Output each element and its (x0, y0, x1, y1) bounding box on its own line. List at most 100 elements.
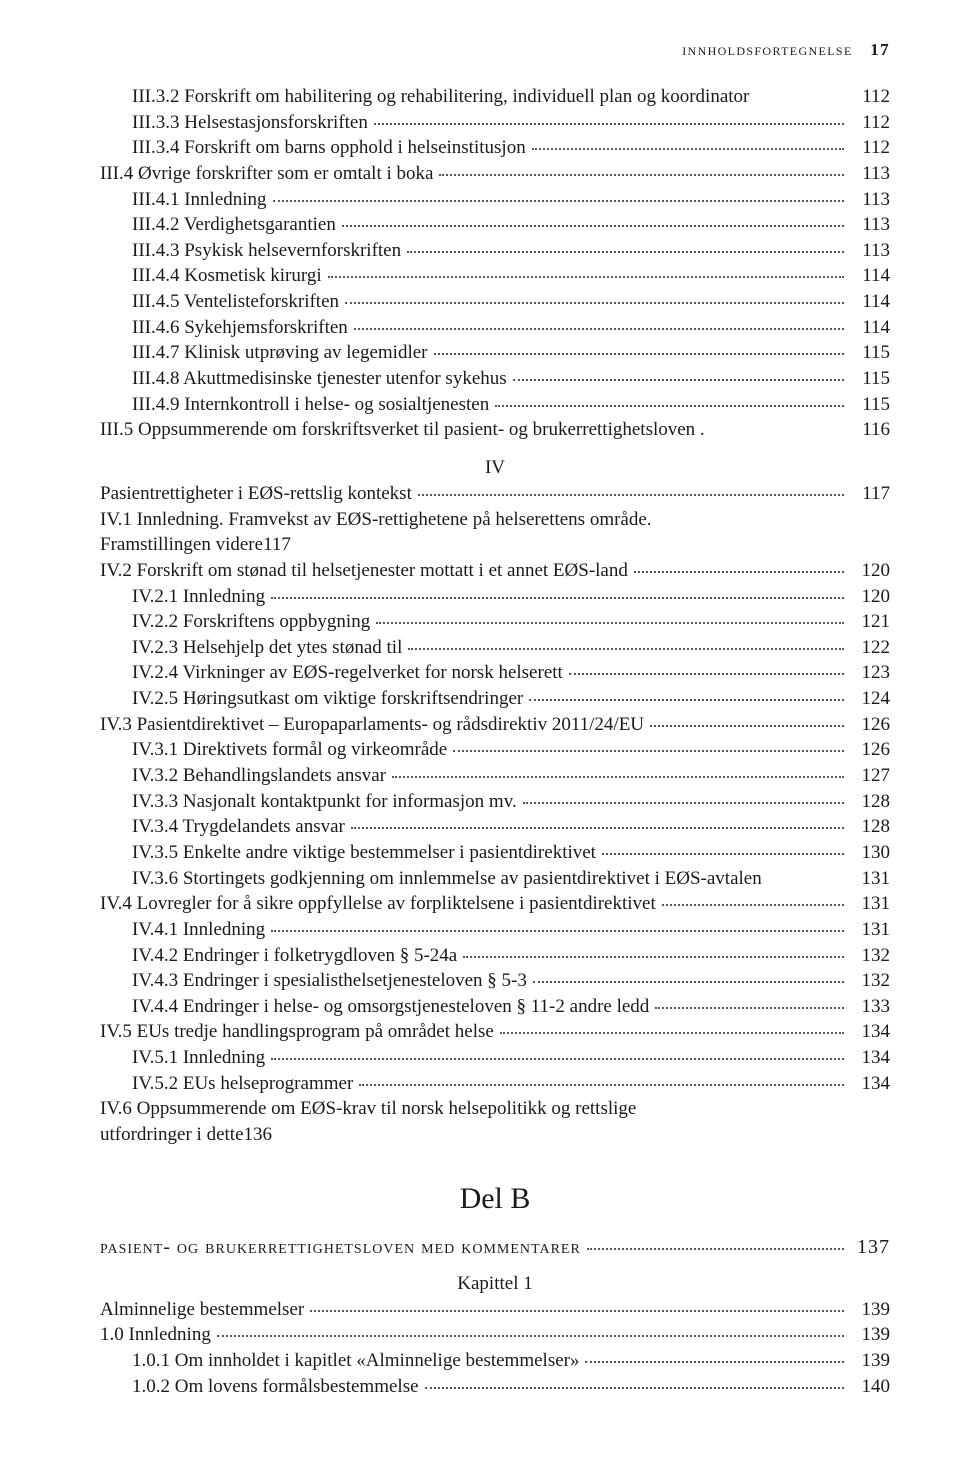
chapter-1-heading: Kapittel 1 (100, 1273, 890, 1295)
toc-entry-line1: IV.6 Oppsummerende om EØS-krav til norsk… (100, 1096, 890, 1122)
toc-entry-page: 128 (850, 814, 890, 840)
toc-entry-text: 1.0.1 Om innholdet i kapitlet «Alminneli… (132, 1348, 579, 1374)
toc-entry-text: utfordringer i dette (100, 1122, 244, 1148)
toc-entry: IV.5.2 EUs helseprogrammer134 (100, 1071, 890, 1097)
leader-dots (569, 673, 844, 675)
toc-section-iii: III.3.2 Forskrift om habilitering og reh… (100, 84, 890, 443)
toc-entry-text: IV.4.4 Endringer i helse- og omsorgstjen… (132, 994, 649, 1020)
leader-dots (273, 200, 844, 202)
toc-entry-page: 126 (850, 737, 890, 763)
running-head-page: 17 (870, 40, 890, 59)
toc-entry-page: 114 (850, 289, 890, 315)
toc-entry-text: III.4.6 Sykehjemsforskriften (132, 315, 348, 341)
toc-entry: IV.2.4 Virkninger av EØS-regelverket for… (100, 660, 890, 686)
toc-entry-text: III.5 Oppsummerende om forskriftsverket … (100, 417, 705, 443)
leader-dots (439, 174, 844, 176)
leader-dots (587, 1248, 844, 1250)
running-head: innholdsfortegnelse 17 (100, 40, 890, 60)
toc-entry: IV.2.5 Høringsutkast om viktige forskrif… (100, 686, 890, 712)
toc-entry-page: 133 (850, 994, 890, 1020)
toc-entry: IV.3.6 Stortingets godkjenning om innlem… (100, 866, 890, 892)
toc-entry-page: 112 (850, 135, 890, 161)
toc-entry: III.4.4 Kosmetisk kirurgi114 (100, 263, 890, 289)
leader-dots (374, 123, 844, 125)
toc-entry-text: IV.2 Forskrift om stønad til helsetjenes… (100, 558, 628, 584)
toc-entry-page: 123 (850, 660, 890, 686)
toc-entry: Pasientrettigheter i EØS-rettslig kontek… (100, 481, 890, 507)
toc-entry-page: 122 (850, 635, 890, 661)
running-head-text: innholdsfortegnelse (682, 40, 852, 59)
toc-entry: IV.4.3 Endringer i spesialisthelsetjenes… (100, 968, 890, 994)
toc-entry-page: 112 (850, 110, 890, 136)
toc-entry-page: 139 (850, 1297, 890, 1323)
toc-entry: IV.3.3 Nasjonalt kontaktpunkt for inform… (100, 789, 890, 815)
leader-dots (354, 328, 844, 330)
toc-entry-page: 114 (850, 263, 890, 289)
toc-entry-text: IV.5 EUs tredje handlingsprogram på områ… (100, 1019, 494, 1045)
toc-entry-text: IV.6 Oppsummerende om EØS-krav til norsk… (100, 1098, 636, 1119)
toc-entry-text: IV.2.1 Innledning (132, 584, 265, 610)
leader-dots (351, 827, 844, 829)
toc-entry-text: III.3.4 Forskrift om barns opphold i hel… (132, 135, 526, 161)
toc-entry-text: IV.4.1 Innledning (132, 917, 265, 943)
toc-entry-page: 134 (850, 1045, 890, 1071)
part-b-page: 137 (850, 1234, 890, 1261)
toc-entry-page: 113 (850, 187, 890, 213)
toc-entry-text: IV.4 Lovregler for å sikre oppfyllelse a… (100, 891, 656, 917)
toc-entry: IV.2.1 Innledning 120 (100, 584, 890, 610)
toc-entry-page: 134 (850, 1071, 890, 1097)
toc-entry-text: IV.3.4 Trygdelandets ansvar (132, 814, 345, 840)
toc-entry-line2: utfordringer i dette136 (100, 1122, 890, 1148)
toc-entry-line2: Framstillingen videre117 (100, 532, 890, 558)
toc-entry-page: 117 (850, 481, 890, 507)
part-b-title-text: pasient- og brukerrettighetsloven med ko… (100, 1234, 581, 1261)
toc-entry-text: IV.3.2 Behandlingslandets ansvar (132, 763, 386, 789)
toc-entry-text: IV.3.1 Direktivets formål og virkeområde (132, 737, 447, 763)
leader-dots (271, 597, 844, 599)
leader-dots (407, 251, 844, 253)
leader-dots (271, 930, 844, 932)
leader-dots (453, 750, 844, 752)
page-content: innholdsfortegnelse 17 III.3.2 Forskrift… (0, 0, 960, 1459)
toc-entry: III.4.1 Innledning 113 (100, 187, 890, 213)
leader-dots (495, 405, 844, 407)
toc-entry: III.5 Oppsummerende om forskriftsverket … (100, 417, 890, 443)
toc-entry-line1: IV.1 Innledning. Framvekst av EØS-rettig… (100, 507, 890, 533)
leader-dots (585, 1361, 844, 1363)
toc-entry-page: 131 (850, 917, 890, 943)
toc-entry-text: III.4.5 Ventelisteforskriften (132, 289, 339, 315)
toc-entry: III.3.3 Helsestasjonsforskriften112 (100, 110, 890, 136)
toc-entry-text: IV.2.3 Helsehjelp det ytes stønad til (132, 635, 402, 661)
toc-entry: IV.3.2 Behandlingslandets ansvar127 (100, 763, 890, 789)
toc-entry-text: IV.5.1 Innledning (132, 1045, 265, 1071)
toc-entry-page: 120 (850, 558, 890, 584)
toc-entry-page: 115 (850, 340, 890, 366)
toc-entry-page: 132 (850, 943, 890, 969)
toc-entry: III.4.6 Sykehjemsforskriften 114 (100, 315, 890, 341)
toc-entry: III.3.2 Forskrift om habilitering og reh… (100, 84, 890, 110)
toc-entry-page: 112 (850, 84, 890, 110)
toc-entry-text: III.4.1 Innledning (132, 187, 267, 213)
leader-dots (408, 648, 844, 650)
toc-entry-page: 131 (850, 891, 890, 917)
toc-entry: IV.4 Lovregler for å sikre oppfyllelse a… (100, 891, 890, 917)
toc-entry-text: III.4 Øvrige forskrifter som er omtalt i… (100, 161, 433, 187)
leader-dots (342, 225, 844, 227)
leader-dots (523, 802, 844, 804)
toc-entry-text: Pasientrettigheter i EØS-rettslig kontek… (100, 481, 412, 507)
leader-dots (463, 956, 844, 958)
toc-entry: Alminnelige bestemmelser 139 (100, 1297, 890, 1323)
toc-entry: IV.4.1 Innledning 131 (100, 917, 890, 943)
toc-entry-page: 120 (850, 584, 890, 610)
toc-entry-text: IV.3.6 Stortingets godkjenning om innlem… (132, 866, 762, 892)
toc-entry: IV.1 Innledning. Framvekst av EØS-rettig… (100, 507, 890, 558)
toc-entry: 1.0 Innledning139 (100, 1322, 890, 1348)
toc-entry-text: Alminnelige bestemmelser (100, 1297, 304, 1323)
toc-entry-page: 114 (850, 315, 890, 341)
toc-entry: III.4.2 Verdighetsgarantien113 (100, 212, 890, 238)
toc-entry-page: 113 (850, 212, 890, 238)
toc-entry: IV.5 EUs tredje handlingsprogram på områ… (100, 1019, 890, 1045)
leader-dots (532, 148, 844, 150)
toc-entry: IV.3.5 Enkelte andre viktige bestemmelse… (100, 840, 890, 866)
toc-entry-text: IV.2.5 Høringsutkast om viktige forskrif… (132, 686, 523, 712)
